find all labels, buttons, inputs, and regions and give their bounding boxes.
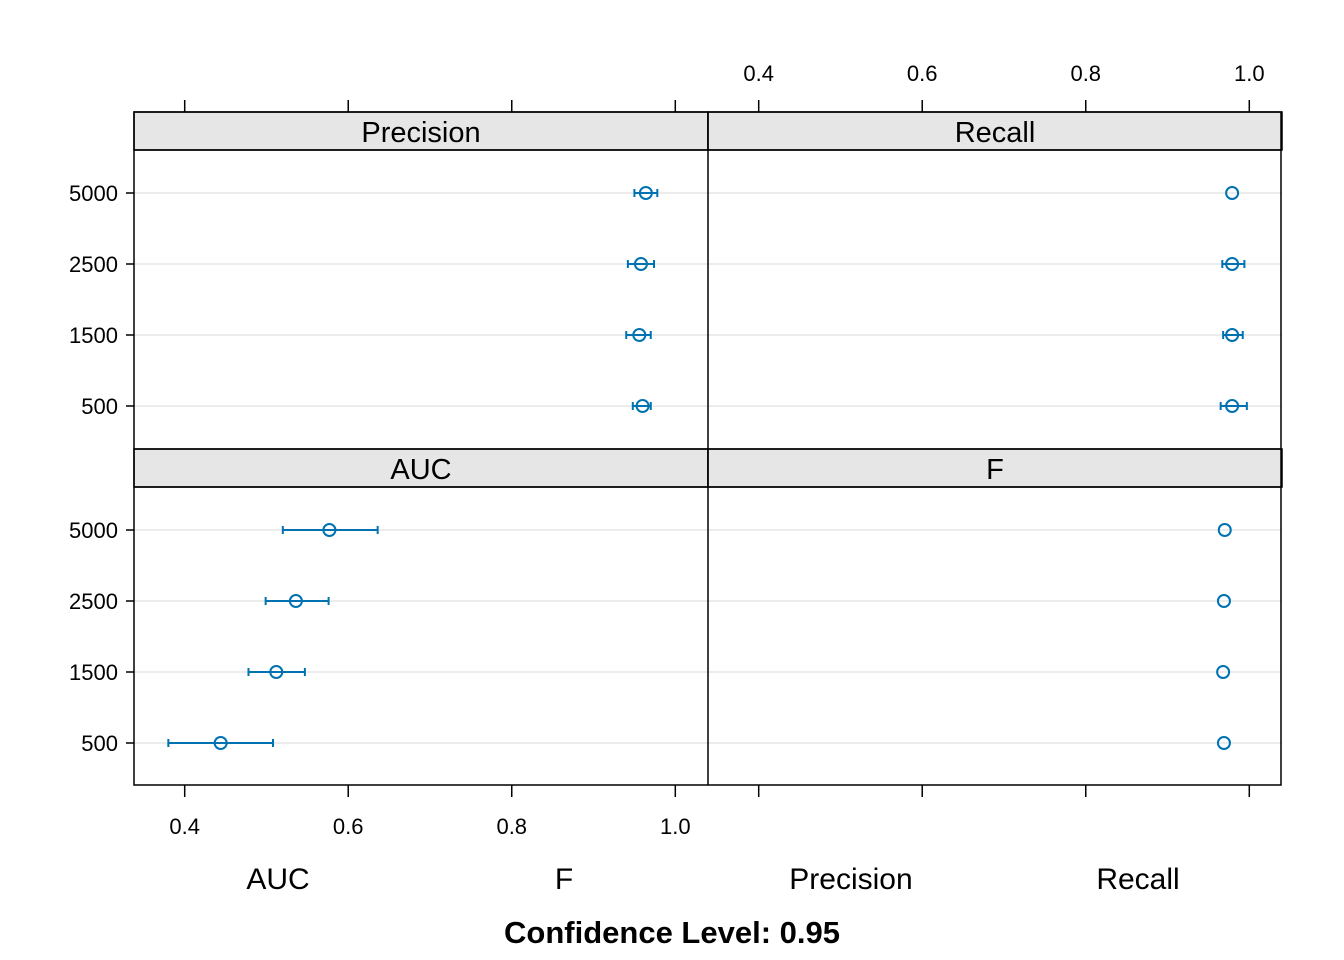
bottom-metric-label: F (555, 863, 573, 896)
x-tick-label-top: 1.0 (1234, 61, 1265, 86)
strip-label: AUC (390, 454, 451, 486)
data-point (1225, 186, 1240, 200)
x-tick-label-top: 0.6 (907, 61, 938, 86)
bottom-metric-label: Recall (1096, 863, 1179, 896)
data-point (322, 523, 337, 537)
x-tick-label-top: 0.8 (1070, 61, 1101, 86)
strip-label: Precision (361, 117, 480, 149)
y-tick-label: 2500 (69, 589, 118, 614)
data-point (635, 399, 650, 413)
bottom-metric-label: Precision (789, 863, 912, 896)
data-point (633, 257, 648, 271)
y-tick-label: 5000 (69, 518, 118, 543)
chart-subtitle: Confidence Level: 0.95 (504, 915, 840, 950)
data-point (1216, 594, 1231, 608)
y-tick-label: 1500 (69, 660, 118, 685)
data-point (269, 665, 284, 679)
y-tick-label: 500 (81, 731, 118, 756)
x-tick-label-bottom: 0.8 (496, 814, 527, 839)
x-tick-label-bottom: 0.6 (333, 814, 364, 839)
data-point (213, 736, 228, 750)
x-tick-label-bottom: 1.0 (660, 814, 691, 839)
bottom-metric-label: AUC (246, 863, 309, 896)
strip-background (707, 448, 1283, 488)
data-point (288, 594, 303, 608)
data-point (1225, 328, 1240, 342)
x-tick-label-bottom: 0.4 (169, 814, 200, 839)
data-point (1216, 736, 1231, 750)
data-point (1225, 399, 1240, 413)
data-point (1217, 523, 1232, 537)
data-point (638, 186, 653, 200)
data-point (1216, 665, 1231, 679)
data-point (632, 328, 647, 342)
y-tick-label: 500 (81, 394, 118, 419)
y-tick-label: 5000 (69, 181, 118, 206)
strip-label: F (986, 454, 1004, 486)
strip-label: Recall (955, 117, 1036, 149)
y-tick-label: 2500 (69, 252, 118, 277)
y-tick-label: 1500 (69, 323, 118, 348)
data-point (1225, 257, 1240, 271)
x-tick-label-top: 0.4 (743, 61, 774, 86)
